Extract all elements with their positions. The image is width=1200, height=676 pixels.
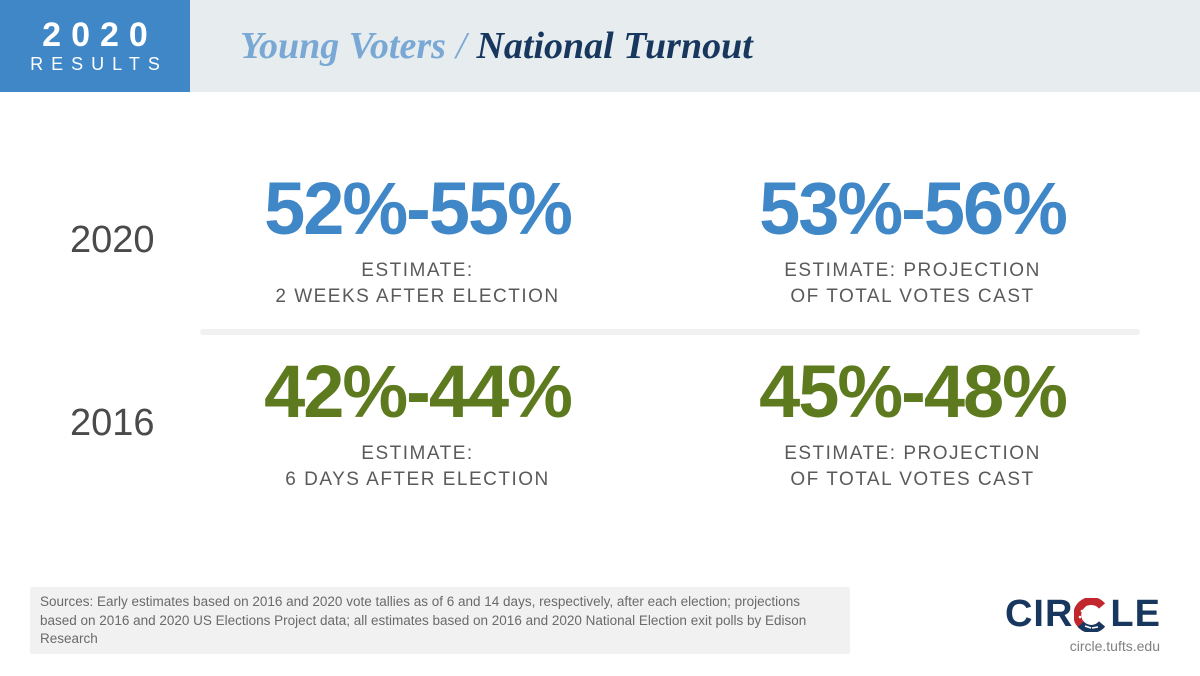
brand: C I R L E circle.tufts.edu — [1005, 593, 1170, 654]
year-label-2020: 2020 — [60, 219, 190, 262]
results-badge: 2020 RESULTS — [0, 0, 190, 92]
title-part2: National Turnout — [476, 24, 752, 68]
stat-value: 45%-48% — [685, 355, 1140, 429]
header: 2020 RESULTS Young Voters / National Tur… — [0, 0, 1200, 92]
stats-2016: 42%-44% ESTIMATE: 6 DAYS AFTER ELECTION … — [190, 355, 1140, 492]
flag-c-icon — [1074, 598, 1108, 632]
stat-value: 53%-56% — [685, 172, 1140, 246]
stat-value: 52%-55% — [190, 172, 645, 246]
footer: Sources: Early estimates based on 2016 a… — [30, 587, 1170, 654]
title-part1: Young Voters — [240, 24, 446, 68]
stat-2016-projection: 45%-48% ESTIMATE: PROJECTION OF TOTAL VO… — [685, 355, 1140, 492]
stat-caption: ESTIMATE: PROJECTION OF TOTAL VOTES CAST — [685, 258, 1140, 309]
content: 2020 52%-55% ESTIMATE: 2 WEEKS AFTER ELE… — [0, 92, 1200, 513]
stat-2020-estimate: 52%-55% ESTIMATE: 2 WEEKS AFTER ELECTION — [190, 172, 645, 309]
page-title: Young Voters / National Turnout — [190, 0, 1200, 92]
stat-caption: ESTIMATE: 2 WEEKS AFTER ELECTION — [190, 258, 645, 309]
stat-caption: ESTIMATE: 6 DAYS AFTER ELECTION — [190, 441, 645, 492]
stat-2020-projection: 53%-56% ESTIMATE: PROJECTION OF TOTAL VO… — [685, 172, 1140, 309]
row-2020: 2020 52%-55% ESTIMATE: 2 WEEKS AFTER ELE… — [60, 152, 1140, 329]
circle-logo: C I R L E — [1005, 593, 1160, 636]
stat-caption: ESTIMATE: PROJECTION OF TOTAL VOTES CAST — [685, 441, 1140, 492]
badge-subtitle: RESULTS — [30, 54, 168, 75]
stats-2020: 52%-55% ESTIMATE: 2 WEEKS AFTER ELECTION… — [190, 172, 1140, 309]
sources-text: Sources: Early estimates based on 2016 a… — [30, 587, 850, 654]
stat-value: 42%-44% — [190, 355, 645, 429]
badge-year: 2020 — [42, 18, 158, 52]
year-label-2016: 2016 — [60, 402, 190, 445]
title-slash: / — [456, 24, 467, 68]
brand-url: circle.tufts.edu — [1005, 638, 1160, 654]
stat-2016-estimate: 42%-44% ESTIMATE: 6 DAYS AFTER ELECTION — [190, 355, 645, 492]
row-2016: 2016 42%-44% ESTIMATE: 6 DAYS AFTER ELEC… — [60, 335, 1140, 512]
